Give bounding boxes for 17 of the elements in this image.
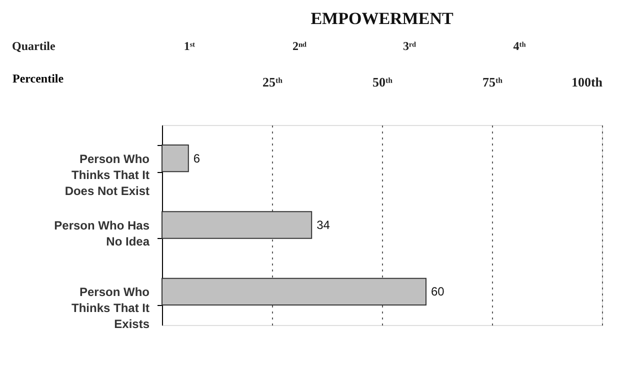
x-tick-label: 50ᵗʰ [372, 74, 394, 90]
y-tick-label: Person Who Has No Idea [54, 218, 150, 248]
x-axis-title: Percentile [12, 72, 64, 86]
data-label: 34 [316, 218, 330, 232]
chart-title: EMPOWERMENT [310, 9, 454, 28]
text: Quartile [12, 39, 56, 53]
text: 4ᵗʰ [513, 39, 526, 53]
data-label: 6 [193, 151, 200, 166]
text: 3ʳᵈ [403, 39, 416, 53]
text: 1ˢᵗ [184, 39, 196, 53]
data-label: 60 [431, 284, 445, 299]
text: 2ⁿᵈ [292, 39, 307, 53]
x-tick-label: 25ᵗʰ [262, 74, 284, 90]
y-tick-label: Person Who Thinks That It Exists [72, 285, 150, 332]
x-tick-label: 100th [571, 74, 604, 90]
x-tick-label: 75ᵗʰ [482, 74, 504, 90]
y-tick-label: Person Who Thinks That It Does Not Exist [64, 152, 150, 198]
